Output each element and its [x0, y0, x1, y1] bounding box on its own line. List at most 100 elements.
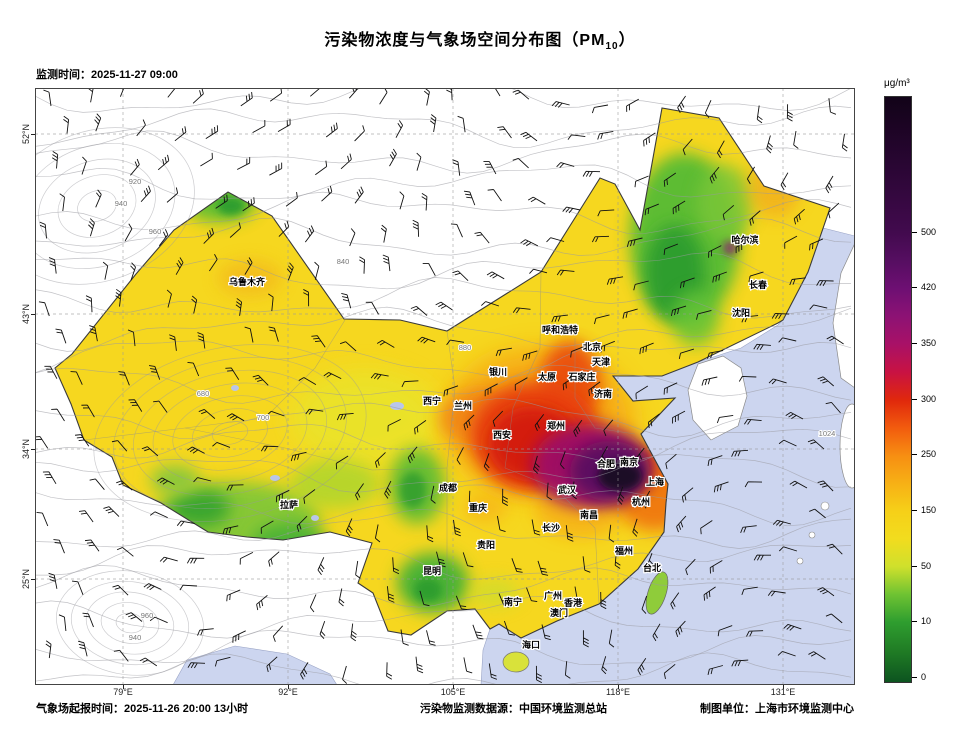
wind-barb	[200, 152, 213, 167]
wind-barb	[304, 225, 315, 243]
wind-barb	[81, 404, 95, 418]
wind-barb	[738, 375, 757, 382]
wind-barb	[130, 262, 136, 281]
wind-barb	[89, 478, 105, 490]
wind-barb	[275, 489, 290, 503]
wind-barb	[676, 515, 687, 533]
wind-barb	[191, 295, 198, 314]
colorbar-tick	[912, 398, 917, 400]
contour-line	[35, 105, 852, 149]
wind-barb	[89, 325, 98, 342]
colorbar-tick-label: 350	[921, 338, 937, 349]
city-label: 合肥	[597, 458, 615, 469]
wind-barb	[457, 115, 466, 133]
wind-barb	[226, 589, 241, 602]
contour-ring	[192, 408, 268, 458]
wind-barb	[632, 518, 639, 537]
monitor-time-label: 监测时间：2025-11-27 09:00	[36, 69, 178, 81]
wind-barb	[51, 150, 59, 169]
wind-barb	[748, 271, 764, 282]
wind-barb	[157, 154, 170, 171]
x-axis-label: 105°E	[440, 687, 466, 697]
wind-barb	[789, 480, 808, 489]
map-maker-label: 制图单位：上海市环境监测中心	[700, 703, 854, 715]
wind-barb	[53, 539, 65, 554]
y-axis-tick	[31, 449, 35, 450]
wind-barb	[303, 489, 316, 504]
city-label: 太原	[537, 371, 556, 382]
wind-barb	[746, 630, 764, 637]
city-label: 南宁	[504, 596, 522, 607]
wind-barb	[635, 385, 649, 400]
wind-barb	[272, 625, 284, 642]
wind-barb	[704, 100, 712, 118]
wind-barb	[780, 172, 789, 191]
wind-barb	[197, 628, 214, 636]
wind-barb	[717, 625, 733, 637]
wind-barb	[481, 301, 500, 307]
wind-barb	[392, 557, 400, 575]
wind-barb	[703, 586, 716, 601]
wind-barb	[707, 350, 724, 359]
wind-barb	[463, 414, 475, 431]
wind-barb	[374, 524, 381, 543]
contour-line	[35, 565, 852, 608]
contour-line	[35, 508, 852, 549]
colorbar-unit-label: μg/m³	[884, 78, 910, 89]
contour-ring	[211, 421, 249, 445]
city-label: 天津	[592, 356, 610, 367]
wind-barb	[153, 400, 168, 413]
wind-barb	[426, 525, 434, 543]
wind-barb	[588, 381, 601, 397]
wind-barb	[600, 446, 608, 464]
wind-barb	[807, 439, 825, 450]
wind-barb	[376, 340, 395, 348]
wind-barb	[268, 293, 274, 312]
wind-barb	[740, 525, 757, 534]
wind-barb	[512, 307, 531, 314]
city-label: 上海	[646, 476, 664, 487]
contour-line	[35, 277, 852, 319]
city-label: 银川	[489, 366, 507, 377]
wind-barb	[63, 115, 70, 134]
wind-barb	[474, 231, 490, 244]
wind-barb	[277, 118, 291, 132]
city-label: 澳门	[550, 607, 568, 618]
wind-barb	[608, 629, 615, 648]
wind-barbs	[35, 88, 848, 684]
contour-ring	[38, 158, 156, 254]
wind-barb	[266, 656, 278, 673]
wind-barb	[370, 373, 389, 380]
city-label: 兰州	[454, 400, 472, 411]
wind-barb	[817, 480, 834, 492]
contour-line	[35, 397, 852, 439]
wind-barb	[722, 204, 735, 221]
wind-barb	[808, 651, 826, 660]
wind-barb	[652, 623, 661, 642]
wind-barb	[317, 557, 325, 576]
wind-barb	[365, 301, 379, 315]
wind-barb	[39, 221, 47, 239]
wind-barb	[512, 157, 529, 169]
wind-barb	[647, 413, 660, 429]
wind-barb	[601, 656, 608, 675]
wind-barb	[708, 245, 722, 258]
contour-value-label: 700	[257, 413, 270, 422]
wind-barb	[236, 157, 251, 170]
wind-barb	[350, 623, 357, 642]
wind-barb	[85, 295, 93, 313]
wind-barb	[143, 583, 162, 591]
wind-barb	[626, 98, 640, 112]
wind-barb	[384, 480, 392, 499]
wind-barb	[817, 587, 835, 597]
china-map: 920 940 960 840 880 680 700 960 940 1024 乌鲁木齐 哈尔滨长…	[35, 88, 855, 685]
wind-barb	[753, 554, 772, 561]
wind-barb	[778, 337, 797, 343]
wind-barb	[445, 88, 453, 101]
wind-barb	[319, 620, 326, 639]
contour-value-label: 940	[115, 199, 128, 208]
wind-barb	[562, 376, 576, 391]
colorbar-tick-label: 150	[921, 505, 937, 515]
city-label: 拉萨	[280, 499, 298, 510]
